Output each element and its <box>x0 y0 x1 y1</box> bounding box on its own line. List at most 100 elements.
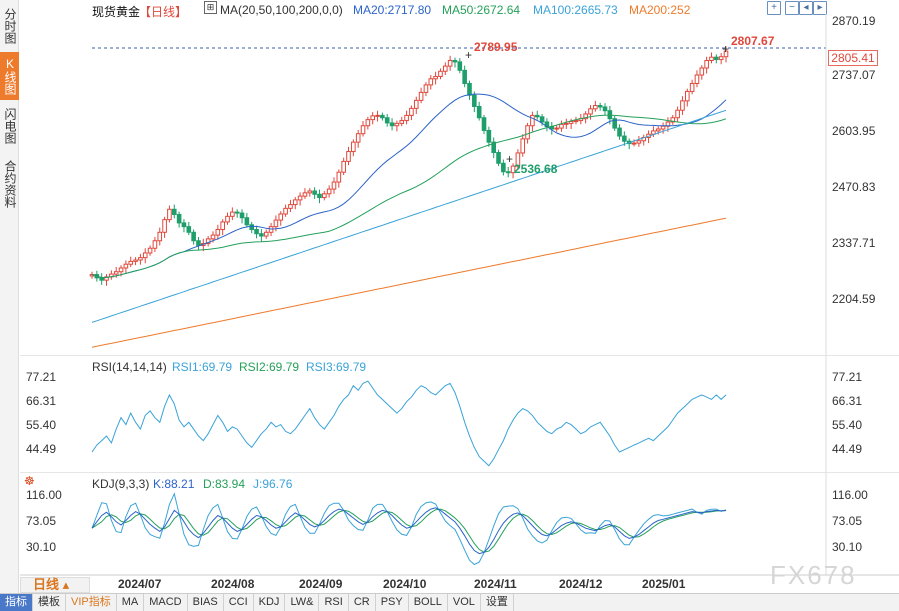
tab-vol[interactable]: VOL <box>448 594 481 611</box>
high-2-marker: + <box>722 42 729 56</box>
candle-body <box>230 211 235 217</box>
candle-body <box>288 204 293 209</box>
candle-body <box>675 109 680 119</box>
candle-body <box>384 117 390 124</box>
plus-icon[interactable]: + <box>767 1 781 15</box>
high-2-label: 2807.67 <box>731 34 775 48</box>
candle-body <box>684 90 690 102</box>
candle-body <box>210 234 216 240</box>
candle-body <box>588 108 593 115</box>
price-tick: 2204.59 <box>832 292 876 306</box>
rsi1-value: RSI1:69.79 <box>172 360 233 374</box>
ma-settings-icon[interactable]: ⊞ <box>204 1 217 14</box>
tab-psy[interactable]: PSY <box>376 594 409 611</box>
candle-body <box>597 105 603 108</box>
candle-body <box>423 84 429 93</box>
candle-body <box>501 162 506 173</box>
watermark-logo: FX678 <box>770 560 857 590</box>
tab-kline[interactable]: K线图 <box>0 52 19 100</box>
candle-body <box>186 226 192 233</box>
date-tick: 2024/12 <box>559 577 603 591</box>
candle-body <box>530 114 535 127</box>
candle-body <box>491 141 496 153</box>
candle-body <box>689 82 695 92</box>
tab-bias[interactable]: BIAS <box>188 594 224 611</box>
minus-icon[interactable]: − <box>785 1 799 15</box>
candle-body <box>380 114 385 119</box>
candle-body <box>583 113 588 120</box>
candle-body <box>118 267 124 273</box>
candle-body <box>433 75 438 80</box>
tab-lw[interactable]: LW& <box>285 594 320 611</box>
date-tick: 2024/11 <box>474 577 517 591</box>
candle-body <box>341 160 346 173</box>
candle-body <box>699 67 705 76</box>
candle-body <box>467 82 472 96</box>
tab-contract-info[interactable]: 合约资料 <box>3 160 17 208</box>
candle-body <box>244 217 250 226</box>
candle-body <box>404 114 409 122</box>
candle-body <box>278 213 284 221</box>
candle-body <box>307 190 313 194</box>
candle-body <box>152 240 158 249</box>
candle-body <box>365 119 371 127</box>
date-tick: 2025/01 <box>642 577 686 591</box>
tab-ma[interactable]: MA <box>117 594 145 611</box>
candle-body <box>539 116 545 123</box>
candle-body <box>181 222 187 228</box>
tab-boll[interactable]: BOLL <box>409 594 448 611</box>
tab-macd[interactable]: MACD <box>144 594 188 611</box>
price-tick: 2337.71 <box>832 236 876 250</box>
tab-kdj[interactable]: KDJ <box>254 594 286 611</box>
candle-body <box>113 271 119 275</box>
tab-timeshare[interactable]: 分时图 <box>3 8 17 44</box>
candle-body <box>568 121 574 124</box>
low-marker: + <box>506 152 513 166</box>
candle-body <box>704 59 709 69</box>
tab-cci[interactable]: CCI <box>224 594 254 611</box>
kdj-tick: 73.05 <box>832 514 863 528</box>
candle-body <box>302 192 308 197</box>
ma100-line <box>91 109 727 323</box>
right-icon[interactable]: ▸ <box>813 1 827 15</box>
kdj-j-line <box>91 492 727 566</box>
candle-body <box>622 135 627 142</box>
candle-body <box>559 123 564 129</box>
left-icon[interactable]: ◂ <box>799 1 813 15</box>
panel-divider <box>20 472 899 473</box>
tab-indicators[interactable]: 指标 <box>0 594 33 611</box>
tab-rsi[interactable]: RSI <box>319 594 349 611</box>
kdj-tick: 73.05 <box>26 514 57 528</box>
candle-body <box>472 94 477 107</box>
candle-body <box>171 208 177 215</box>
rsi-tick: 66.31 <box>26 394 57 408</box>
rsi-tick: 77.21 <box>26 370 57 384</box>
candle-body <box>375 114 380 117</box>
candle-body <box>505 171 511 174</box>
period-selector[interactable]: 日线 ▴ <box>20 577 90 593</box>
candle-body <box>680 100 685 111</box>
current-price-badge: 2805.41 <box>828 50 878 66</box>
candle-body <box>670 117 676 123</box>
candle-body <box>142 252 148 259</box>
tab-cr[interactable]: CR <box>349 594 376 611</box>
candle-body <box>409 107 414 116</box>
candle-body <box>457 61 463 71</box>
candle-body <box>322 193 327 199</box>
rsi-tick: 44.49 <box>832 442 863 456</box>
candle-body <box>283 207 288 215</box>
candle-body <box>147 247 153 254</box>
tab-lightning[interactable]: 闪电图 <box>3 108 17 144</box>
candle-body <box>617 127 622 137</box>
candle-body <box>346 151 351 162</box>
tab-vip-indicators[interactable]: VIP指标 <box>66 594 117 611</box>
candle-body <box>631 142 637 145</box>
high-1-label: 2789.95 <box>474 40 518 54</box>
kdj-settings-icon[interactable]: ☸ <box>24 474 35 488</box>
kdj-j-value: J:96.76 <box>253 477 293 491</box>
tab-templates[interactable]: 模板 <box>33 594 66 611</box>
candle-body <box>636 140 642 144</box>
candle-body <box>128 260 134 265</box>
candle-body <box>573 120 579 123</box>
tab-settings[interactable]: 设置 <box>481 594 514 611</box>
